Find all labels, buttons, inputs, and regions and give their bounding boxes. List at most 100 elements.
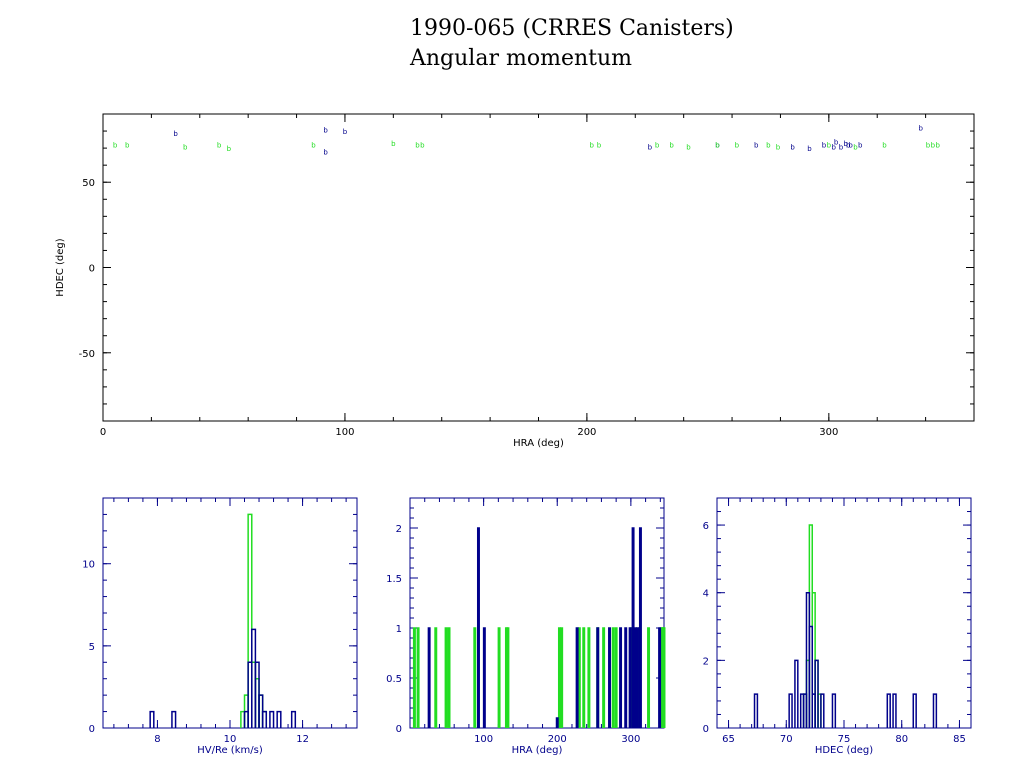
scatter-point: b bbox=[183, 143, 188, 151]
scatter-point: b bbox=[113, 142, 118, 150]
histogram-bar bbox=[577, 627, 581, 728]
scatter-point: b bbox=[766, 142, 771, 150]
histogram-bar bbox=[611, 627, 615, 728]
histogram-bar bbox=[633, 627, 637, 728]
histogram-bar bbox=[647, 627, 651, 728]
y-tick-label: 5 bbox=[89, 642, 95, 653]
scatter-point: b bbox=[391, 140, 396, 148]
histogram-bar bbox=[261, 710, 268, 728]
y-tick-label: 10 bbox=[82, 560, 95, 571]
histogram-bar bbox=[247, 513, 253, 728]
x-tick-label: 100 bbox=[474, 734, 493, 745]
histogram-bar bbox=[628, 627, 632, 728]
histogram-bar bbox=[912, 693, 917, 728]
scatter-point: b bbox=[323, 149, 328, 157]
histogram-bar bbox=[434, 627, 438, 728]
scatter-point: b bbox=[735, 142, 740, 150]
scatter-point: b bbox=[853, 143, 858, 151]
x-tick-label: 200 bbox=[548, 734, 567, 745]
scatter-point: b bbox=[420, 142, 425, 150]
scatter-point: b bbox=[597, 142, 602, 150]
y-tick-label: 1 bbox=[396, 624, 402, 635]
histogram-bar bbox=[149, 710, 155, 728]
scatter-point: b bbox=[839, 143, 844, 151]
y-tick-label: 6 bbox=[703, 521, 709, 532]
histogram-bar bbox=[619, 627, 623, 728]
histogram-bar bbox=[506, 627, 510, 728]
histogram-bar bbox=[482, 627, 486, 728]
histogram-bar bbox=[820, 693, 825, 728]
plot-frame bbox=[102, 497, 358, 729]
scatter-point: b bbox=[227, 145, 232, 153]
scatter-point: b bbox=[173, 130, 178, 138]
histogram-bar bbox=[412, 627, 416, 728]
x-tick-label: 200 bbox=[577, 427, 596, 438]
y-axis-label: HDEC (deg) bbox=[55, 238, 66, 296]
scatter-point: b bbox=[935, 142, 940, 150]
histogram-bar bbox=[662, 627, 666, 728]
panel-4 bbox=[716, 497, 972, 729]
scatter-point: b bbox=[834, 138, 839, 146]
y-tick-label: 50 bbox=[82, 178, 95, 189]
histogram-bar bbox=[473, 627, 477, 728]
x-tick-label: 75 bbox=[838, 734, 851, 745]
histogram-bar bbox=[269, 710, 275, 728]
y-tick-label: -50 bbox=[79, 349, 95, 360]
scatter-point: b bbox=[217, 142, 222, 150]
x-tick-label: 100 bbox=[335, 427, 354, 438]
scatter-point: b bbox=[669, 142, 674, 150]
histogram-bar bbox=[886, 693, 891, 728]
y-tick-label: 0 bbox=[396, 724, 402, 735]
x-axis-label: HRA (deg) bbox=[512, 745, 563, 756]
histogram-bar bbox=[596, 627, 600, 728]
y-tick-label: 0.5 bbox=[386, 674, 402, 685]
scatter-point: b bbox=[323, 126, 328, 134]
scatter-point: b bbox=[831, 143, 836, 151]
scatter-point: b bbox=[343, 128, 348, 136]
scatter-point: b bbox=[415, 142, 420, 150]
histogram-bar bbox=[560, 627, 564, 728]
histogram-bar bbox=[794, 659, 799, 728]
histogram-bar bbox=[608, 627, 612, 728]
scatter-point: b bbox=[125, 142, 130, 150]
x-axis-label: HRA (deg) bbox=[513, 438, 564, 449]
histogram-bar bbox=[447, 627, 451, 728]
scatter-point: b bbox=[858, 142, 863, 150]
scatter-point: b bbox=[882, 142, 887, 150]
x-tick-label: 300 bbox=[819, 427, 838, 438]
histogram-bar bbox=[427, 627, 431, 728]
scatter-point: b bbox=[790, 143, 795, 151]
histogram-bar bbox=[557, 627, 561, 728]
histogram-bar bbox=[932, 693, 938, 728]
histogram-bar bbox=[624, 627, 628, 728]
histogram-bar bbox=[614, 627, 618, 728]
y-tick-label: 4 bbox=[703, 589, 709, 600]
scatter-point: b bbox=[931, 142, 936, 150]
histogram-bar bbox=[658, 627, 662, 728]
chart-title: 1990-065 (CRRES Canisters) bbox=[410, 16, 734, 41]
y-tick-label: 0 bbox=[89, 724, 95, 735]
scatter-point: b bbox=[655, 142, 660, 150]
histogram-bar bbox=[788, 693, 793, 728]
scatter-point: b bbox=[919, 125, 924, 133]
plot-frame bbox=[409, 497, 665, 729]
histogram-bar bbox=[290, 710, 297, 728]
histogram-bar bbox=[631, 527, 635, 728]
histogram-bar bbox=[587, 627, 591, 728]
histogram-bar bbox=[575, 627, 579, 728]
histogram-bar bbox=[814, 659, 819, 728]
x-tick-label: 85 bbox=[953, 734, 966, 745]
panel-3 bbox=[409, 497, 666, 729]
histogram-bar bbox=[636, 627, 639, 728]
y-tick-label: 0 bbox=[89, 264, 95, 275]
histogram-bar bbox=[638, 527, 642, 728]
x-axis-label: HDEC (deg) bbox=[815, 745, 873, 756]
chart-subtitle: Angular momentum bbox=[410, 46, 632, 71]
histogram-bar bbox=[497, 627, 501, 728]
histogram-bar bbox=[892, 693, 897, 728]
scatter-point: b bbox=[926, 142, 931, 150]
x-tick-label: 10 bbox=[224, 734, 237, 745]
x-tick-label: 70 bbox=[780, 734, 793, 745]
scatter-point: b bbox=[846, 142, 851, 150]
